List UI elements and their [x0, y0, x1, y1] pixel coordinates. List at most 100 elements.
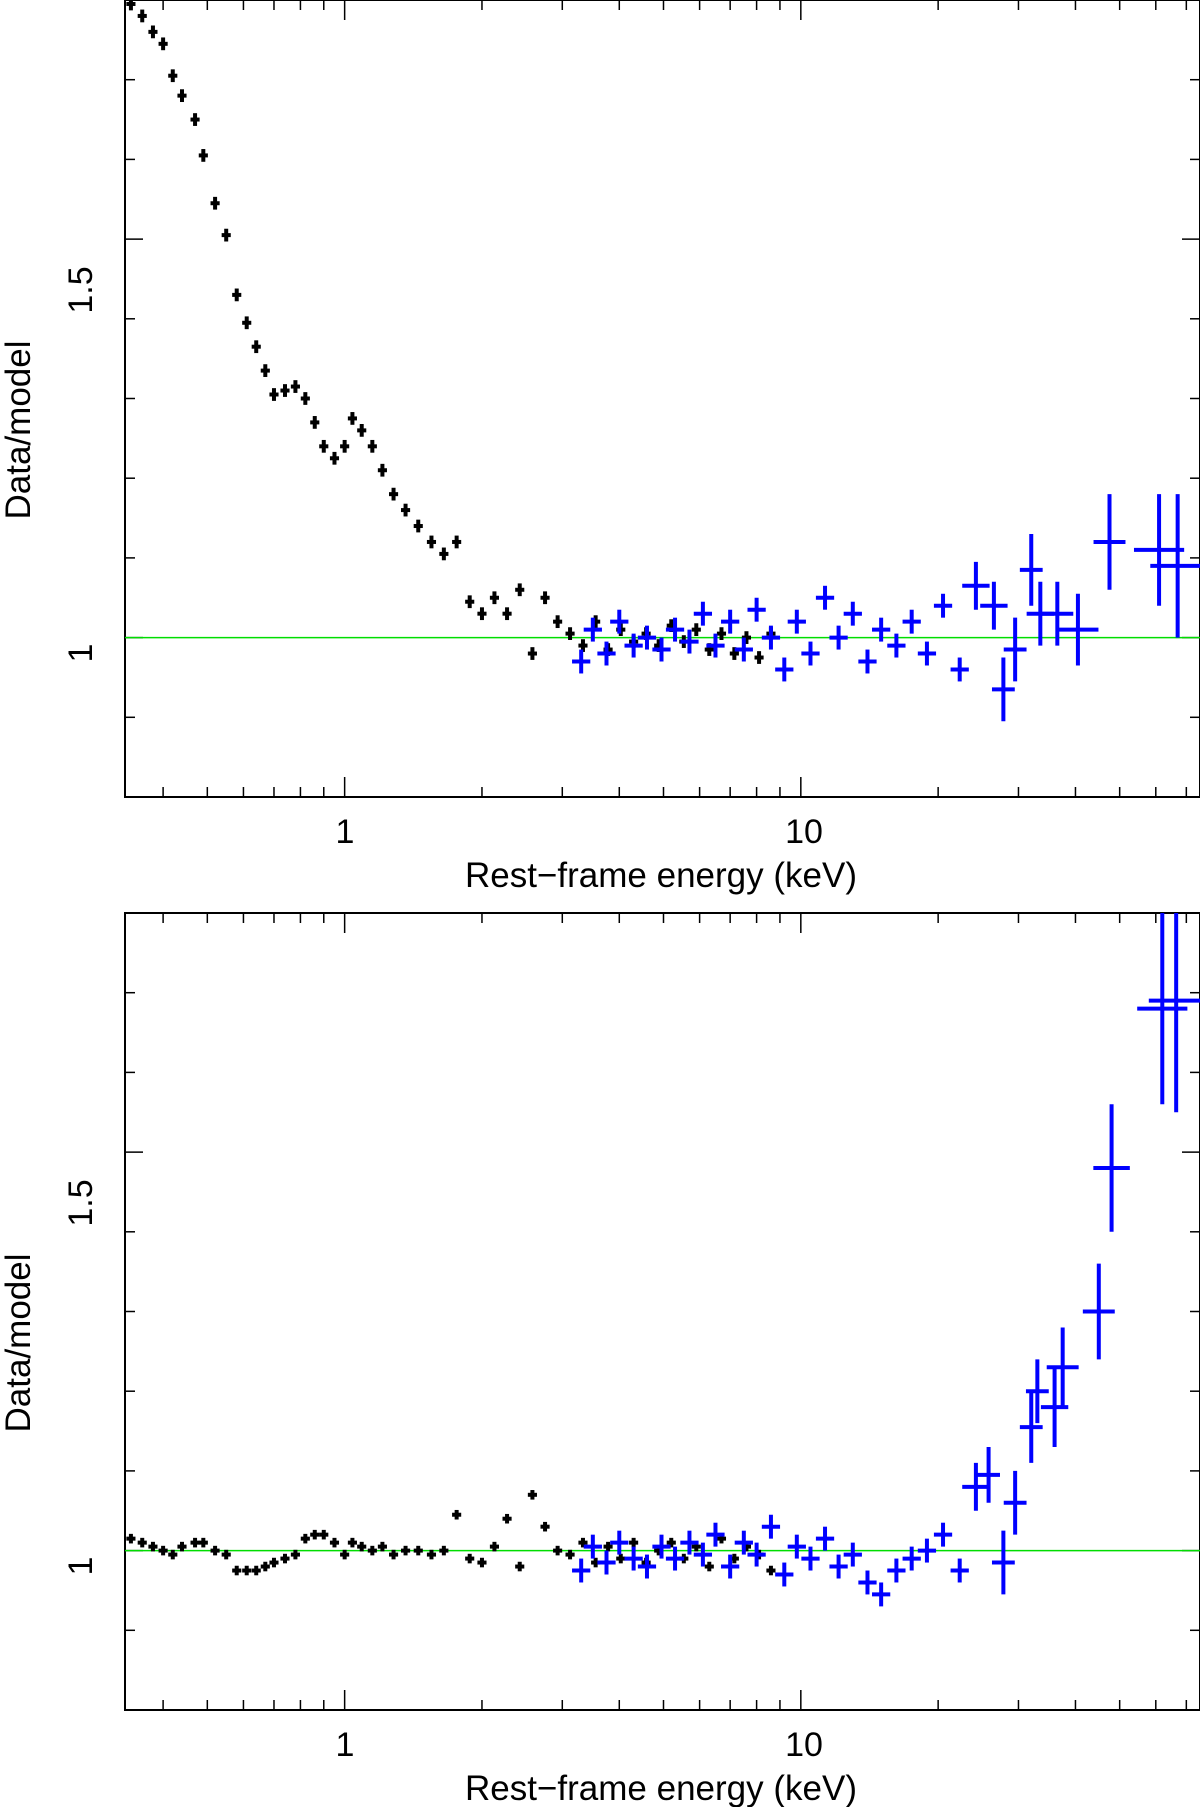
data-point [177, 1541, 187, 1552]
data-point [652, 637, 671, 662]
data-point [616, 1553, 626, 1564]
y-tick-label: 1 [62, 644, 100, 663]
data-point [754, 651, 764, 664]
data-point [887, 1558, 906, 1583]
data-point [137, 1537, 147, 1548]
data-point [269, 388, 279, 401]
data-point [300, 392, 310, 405]
data-point [933, 593, 953, 618]
x-axis-label: Rest−frame energy (keV) [465, 856, 857, 895]
data-point [502, 1513, 512, 1524]
data-point [787, 609, 806, 634]
data-point [1093, 494, 1126, 590]
y-tick-marks [125, 78, 1200, 719]
data-point [734, 1530, 753, 1555]
x-tick-label: 10 [785, 1726, 823, 1764]
data-point [666, 1537, 676, 1548]
data-point [540, 591, 550, 605]
data-point [260, 364, 270, 377]
data-point [775, 1562, 794, 1587]
data-point [477, 607, 487, 621]
data-point [489, 591, 500, 605]
plot-frame [124, 912, 1200, 1711]
data-point [565, 627, 575, 640]
data-point [400, 503, 411, 517]
data-point [465, 595, 475, 609]
y-tick-label: 1 [62, 1557, 100, 1576]
data-point [962, 561, 990, 610]
data-point [515, 583, 525, 597]
data-point [843, 601, 862, 626]
data-point [691, 623, 701, 637]
data-point [148, 25, 158, 39]
data-point [242, 1565, 252, 1576]
x-tick-marks [162, 0, 1188, 797]
data-point [734, 637, 753, 662]
data-point [1025, 1359, 1049, 1424]
data-point [232, 288, 242, 302]
data-point [747, 1542, 766, 1567]
y-axis-label: Data/model [0, 341, 38, 520]
data-point [829, 1554, 848, 1579]
data-point [1019, 533, 1043, 606]
data-point [367, 1545, 377, 1556]
data-point [515, 1561, 525, 1572]
data-point [887, 633, 906, 658]
data-point [347, 1537, 357, 1548]
x-tick-label: 1 [336, 813, 355, 851]
data-point [991, 1530, 1015, 1595]
data-point [761, 1514, 781, 1539]
data-point [439, 547, 449, 561]
data-point [706, 633, 725, 658]
data-point [815, 1526, 835, 1551]
data-point [610, 1530, 629, 1555]
data-point [465, 1553, 475, 1564]
data-point [980, 581, 1008, 630]
data-point [829, 625, 848, 650]
data-point [452, 1509, 462, 1520]
data-point [902, 1546, 921, 1571]
data-point [902, 609, 921, 634]
data-point [319, 1529, 329, 1540]
data-point [680, 1530, 699, 1555]
data-point [439, 1545, 449, 1556]
data-point [637, 625, 657, 650]
top-panel: 1 1.5 1 10 Rest−frame energy (keV) Data/… [0, 0, 1200, 895]
data-point [137, 9, 147, 23]
data-point [917, 641, 937, 666]
x-tick-marks [162, 913, 1188, 1710]
data-point [815, 585, 835, 610]
y-tick-marks [125, 991, 1200, 1632]
data-point [232, 1565, 242, 1576]
data-point [583, 1534, 602, 1559]
data-point [198, 149, 208, 162]
data-point [624, 1546, 643, 1571]
data-point [400, 1545, 411, 1556]
data-point [377, 1541, 387, 1552]
data-point [269, 1557, 279, 1568]
data-point [1057, 593, 1099, 666]
data-point [1082, 1263, 1115, 1360]
data-point [652, 1534, 671, 1559]
data-point [489, 1541, 500, 1552]
data-point [426, 1549, 437, 1560]
data-point [872, 617, 891, 642]
data-point [787, 1534, 806, 1559]
data-point [917, 1538, 937, 1563]
data-point [242, 316, 252, 330]
x-tick-label: 10 [785, 813, 823, 851]
data-point [843, 1542, 862, 1567]
data-point [377, 463, 387, 477]
data-point [933, 1522, 953, 1547]
data-point [1046, 1327, 1079, 1408]
data-point [721, 1554, 740, 1579]
data-point [340, 1549, 350, 1560]
data-point [704, 1561, 714, 1572]
data-point [452, 535, 462, 549]
plot-frame [124, 0, 1200, 798]
data-point [347, 412, 357, 425]
data-point [729, 647, 739, 660]
data-point [603, 1541, 613, 1552]
data-point [177, 89, 187, 103]
